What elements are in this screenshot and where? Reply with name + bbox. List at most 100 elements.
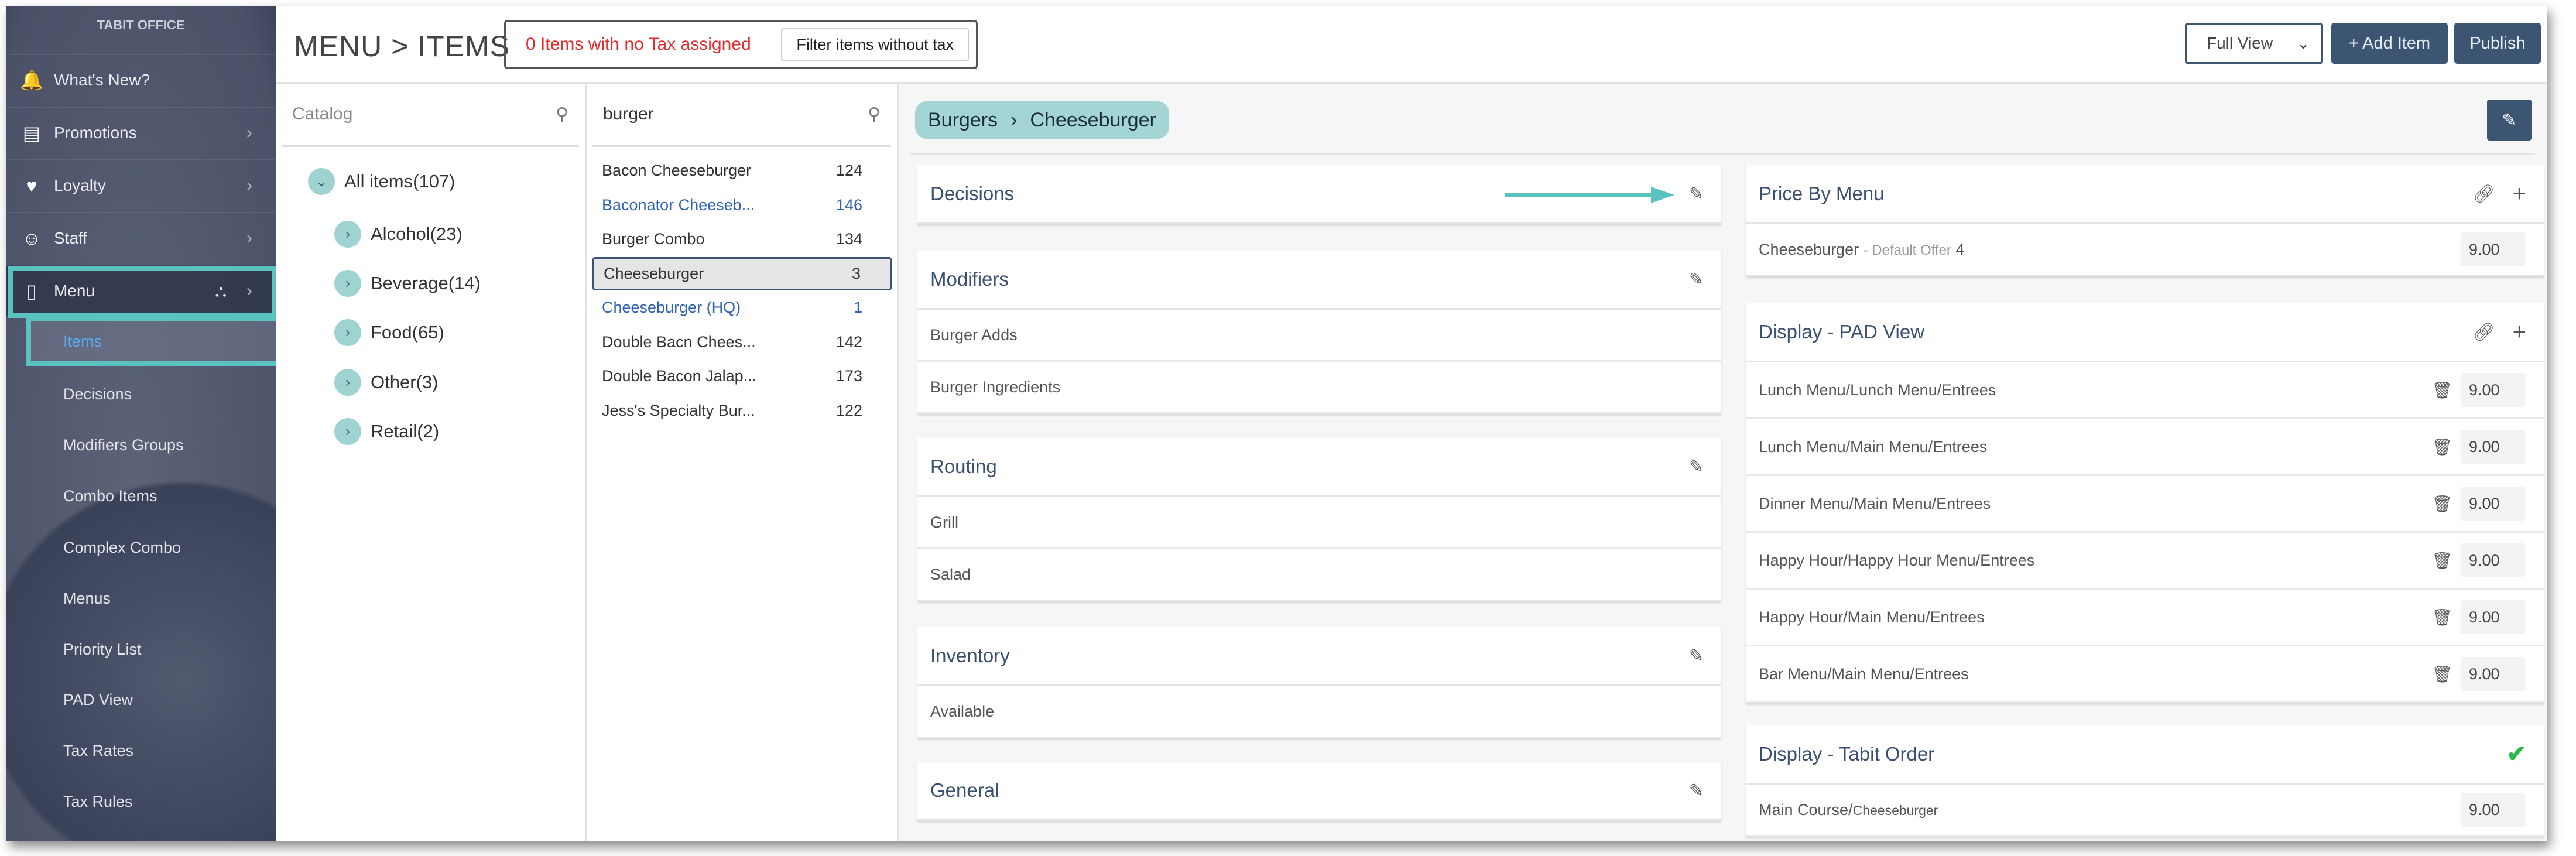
item-count: 1 <box>853 299 862 316</box>
item-row[interactable]: Jess's Specialty Bur... 122 <box>592 394 892 427</box>
items-highlight-box <box>26 317 291 366</box>
menu-path: Lunch Menu/Main Menu/Entrees <box>1759 437 1988 456</box>
add-item-button[interactable]: + Add Item <box>2331 23 2448 64</box>
tree-item-food[interactable]: › Food(65) <box>334 319 444 346</box>
price-input[interactable]: 9.00 <box>2461 600 2525 634</box>
sidebar-item-whats-new[interactable]: 🔔 What's New? <box>6 54 276 105</box>
breadcrumb-category[interactable]: Burgers <box>928 108 998 131</box>
link-icon[interactable]: 🔗︎ <box>2472 184 2495 204</box>
trash-icon[interactable]: 🗑︎ <box>2431 494 2452 513</box>
price-input[interactable]: 9.00 <box>2461 657 2525 691</box>
card-title: Inventory <box>930 645 1010 666</box>
card-row: Salad <box>930 565 971 583</box>
price-input[interactable]: 9.00 <box>2461 373 2525 407</box>
tree-label: Food(65) <box>371 322 444 343</box>
view-select[interactable]: Full View ⌄ <box>2185 23 2323 64</box>
filter-items-without-tax-button[interactable]: Filter items without tax <box>781 28 969 61</box>
item-row[interactable]: Burger Combo 134 <box>592 222 892 256</box>
sidebar-subitem-pad-view[interactable]: PAD View <box>63 691 133 708</box>
trash-icon[interactable]: 🗑︎ <box>2431 381 2452 399</box>
sidebar-item-menu[interactable]: ▯ Menu ⛬ › <box>6 265 276 316</box>
card-title: General <box>930 779 999 801</box>
trash-icon[interactable]: 🗑︎ <box>2431 608 2452 626</box>
item-count: 134 <box>835 230 862 248</box>
items-search[interactable]: burger ⚲ <box>592 84 891 147</box>
app-window: TABIT OFFICE 🔔 What's New? ▤ Promotions … <box>6 6 2547 841</box>
price-input[interactable]: 9.00 <box>2461 487 2525 521</box>
item-count: 146 <box>835 196 862 214</box>
tag-heart-icon: ♥ <box>26 174 37 196</box>
sidebar-subitem-tax-rules[interactable]: Tax Rules <box>63 793 133 810</box>
sidebar-item-promotions[interactable]: ▤ Promotions › <box>6 107 276 158</box>
price-input[interactable]: 9.00 <box>2461 793 2525 827</box>
tree-item-other[interactable]: › Other(3) <box>334 369 438 396</box>
item-count: 124 <box>835 162 862 179</box>
pencil-icon[interactable]: ✎ <box>1688 780 1704 800</box>
catalog-search[interactable]: Catalog ⚲ <box>282 84 579 147</box>
trash-icon[interactable]: 🗑︎ <box>2431 551 2452 570</box>
item-row[interactable]: Cheeseburger (HQ) 1 <box>592 291 892 324</box>
item-name: Jess's Specialty Bur... <box>602 401 755 419</box>
item-row[interactable]: Cheeseburger 3 <box>592 256 892 290</box>
chevron-down-icon: ⌄ <box>2297 34 2310 52</box>
item-row[interactable]: Double Bacn Chees... 142 <box>592 326 892 359</box>
sidebar-subitem-items[interactable]: Items <box>63 333 102 350</box>
search-icon[interactable]: ⚲ <box>868 104 881 124</box>
tree-item-beverage[interactable]: › Beverage(14) <box>334 270 481 297</box>
hierarchy-icon[interactable]: ⛬ <box>215 281 227 300</box>
card-general: General ✎ <box>917 762 1721 821</box>
card-row: Available <box>930 702 995 720</box>
item-name: Bacon Cheeseburger <box>602 162 752 179</box>
item-count: 3 <box>851 264 861 282</box>
arrow-annotation <box>1505 187 1674 203</box>
item-name: Baconator Cheeseb... <box>602 196 755 214</box>
sidebar-subitem-menus[interactable]: Menus <box>63 590 111 607</box>
price-input[interactable]: 9.00 <box>2461 430 2525 464</box>
sidebar-subitem-priority-list[interactable]: Priority List <box>63 641 142 658</box>
breadcrumb-separator: › <box>1010 108 1018 131</box>
tree-item-retail[interactable]: › Retail(2) <box>334 418 439 445</box>
item-row[interactable]: Baconator Cheeseb... 146 <box>592 189 892 222</box>
menu-highlight-box <box>8 266 276 318</box>
chevron-right-icon[interactable]: › <box>334 221 361 248</box>
pencil-icon[interactable]: ✎ <box>1688 269 1704 289</box>
chevron-right-icon[interactable]: › <box>334 270 361 297</box>
chevron-right-icon[interactable]: › <box>334 418 361 445</box>
edit-item-button[interactable]: ✎ <box>2487 100 2532 141</box>
trash-icon[interactable]: 🗑︎ <box>2431 437 2452 456</box>
sidebar-item-staff[interactable]: ☺ Staff › <box>6 212 276 263</box>
plus-icon[interactable]: + <box>2512 319 2526 345</box>
search-icon[interactable]: ⚲ <box>556 104 568 124</box>
chevron-right-icon[interactable]: › <box>334 319 361 346</box>
sidebar-subitem-modifiers-groups[interactable]: Modifiers Groups <box>63 436 184 454</box>
pencil-icon[interactable]: ✎ <box>1688 457 1704 477</box>
sidebar-subitem-complex-combo[interactable]: Complex Combo <box>63 539 181 556</box>
detail-divider <box>910 153 2535 155</box>
pencil-icon[interactable]: ✎ <box>1688 646 1704 666</box>
link-icon[interactable]: 🔗︎ <box>2472 322 2495 342</box>
sidebar-item-loyalty[interactable]: ♥ Loyalty › <box>6 159 276 211</box>
pencil-icon[interactable]: ✎ <box>1688 184 1704 204</box>
chevron-right-icon[interactable]: › <box>334 369 361 396</box>
sidebar-subitem-decisions[interactable]: Decisions <box>63 385 132 403</box>
chevron-right-icon: › <box>246 228 252 248</box>
item-row[interactable]: Bacon Cheeseburger 124 <box>592 154 892 187</box>
trash-icon[interactable]: 🗑︎ <box>2431 665 2452 683</box>
price-input[interactable]: 9.00 <box>2461 543 2525 577</box>
tree-item-alcohol[interactable]: › Alcohol(23) <box>334 221 463 248</box>
publish-button[interactable]: Publish <box>2454 23 2541 64</box>
item-row[interactable]: Double Bacon Jalap... 173 <box>592 359 892 393</box>
chevron-down-icon[interactable]: ⌄ <box>308 168 335 195</box>
price-item-name: Cheeseburger <box>1759 240 1859 258</box>
sidebar-subitem-tax-rates[interactable]: Tax Rates <box>63 742 134 759</box>
menu-path: Happy Hour/Main Menu/Entrees <box>1759 608 1985 626</box>
items-panel: burger ⚲ Bacon Cheeseburger 124 Baconator … <box>587 84 899 841</box>
tree-item-all-items[interactable]: ⌄ All items(107) <box>308 168 455 195</box>
card-inventory: Inventory ✎ Available <box>917 627 1721 738</box>
tax-warning-box: 0 Items with no Tax assigned Filter item… <box>504 20 978 69</box>
pad-view-card: Display - PAD View 🔗︎ + Lunch Menu/Lunch … <box>1746 303 2544 703</box>
sidebar-subitem-combo-items[interactable]: Combo Items <box>63 487 157 505</box>
price-input[interactable]: 9.00 <box>2461 232 2525 266</box>
plus-icon[interactable]: + <box>2512 180 2526 207</box>
view-select-value: Full View <box>2207 34 2273 52</box>
